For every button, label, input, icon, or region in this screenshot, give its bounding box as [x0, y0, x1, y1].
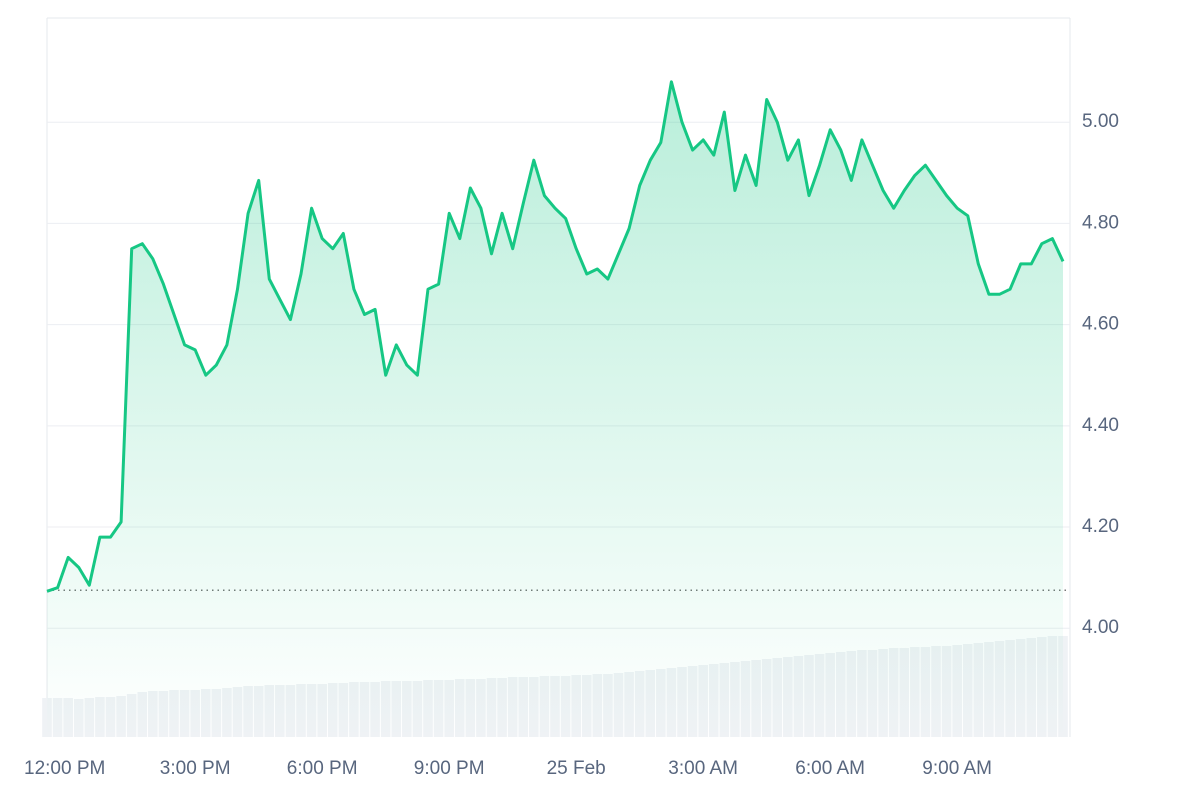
y-tick-label: 4.20	[1082, 516, 1119, 537]
x-tick-label: 25 Feb	[547, 758, 606, 779]
x-tick-label: 12:00 PM	[24, 758, 105, 779]
x-tick-label: 6:00 AM	[795, 758, 865, 779]
y-tick-label: 4.60	[1082, 314, 1119, 335]
x-tick-label: 3:00 PM	[160, 758, 231, 779]
area	[47, 81, 1063, 738]
y-tick-label: 4.00	[1082, 617, 1119, 638]
x-tick-label: 9:00 AM	[922, 758, 992, 779]
y-tick-label: 5.00	[1082, 111, 1119, 132]
price-line	[46, 80, 1065, 593]
y-tick-label: 4.40	[1082, 415, 1119, 436]
x-tick-label: 6:00 PM	[287, 758, 358, 779]
x-tick-label: 9:00 PM	[414, 758, 485, 779]
x-tick-label: 3:00 AM	[668, 758, 738, 779]
y-tick-label: 4.80	[1082, 212, 1119, 233]
